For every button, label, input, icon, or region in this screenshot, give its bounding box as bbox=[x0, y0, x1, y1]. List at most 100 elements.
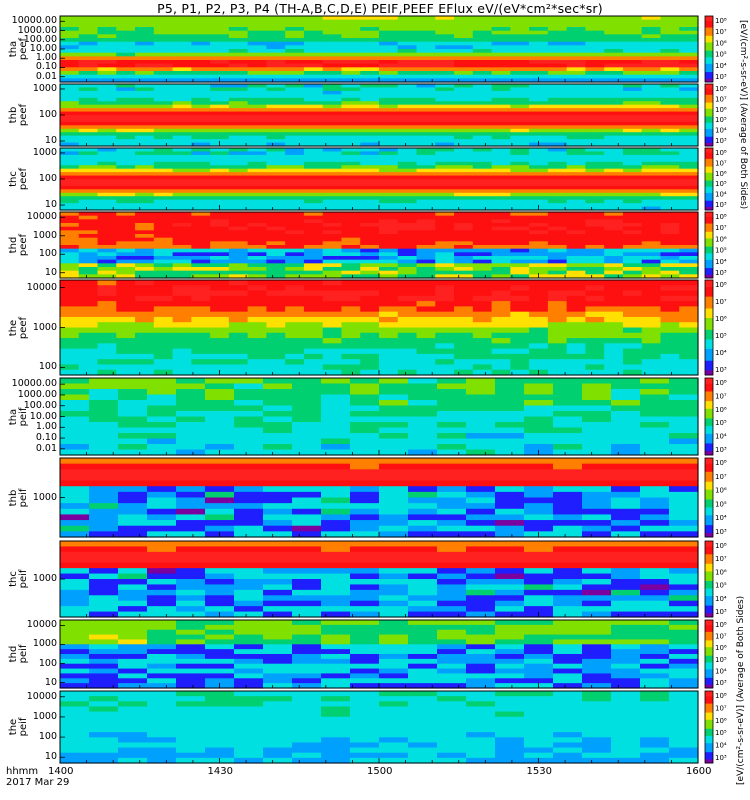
heatmap-cell bbox=[191, 104, 211, 109]
heatmap-cell bbox=[210, 285, 230, 292]
heatmap-cell bbox=[379, 458, 409, 465]
heatmap-cell bbox=[97, 168, 117, 173]
heatmap-cell bbox=[153, 139, 174, 144]
heatmap-cell bbox=[118, 486, 148, 493]
heatmap-cell bbox=[303, 45, 324, 50]
heatmap-cell bbox=[135, 74, 155, 79]
colorbar-tick-label: 10⁸ bbox=[715, 542, 727, 550]
heatmap-cell bbox=[89, 503, 119, 510]
heatmap-cell bbox=[641, 215, 662, 220]
heatmap-cell bbox=[89, 579, 119, 586]
heatmap-cell bbox=[435, 45, 455, 50]
heatmap-cell bbox=[285, 30, 305, 35]
heatmap-cell bbox=[585, 97, 605, 102]
heatmap-cell bbox=[510, 154, 530, 159]
heatmap-cell bbox=[379, 579, 409, 586]
heatmap-cell bbox=[491, 67, 511, 72]
heatmap-cell bbox=[435, 256, 455, 261]
heatmap-cell bbox=[611, 573, 641, 580]
heatmap-cell bbox=[321, 449, 351, 456]
heatmap-cell bbox=[566, 142, 587, 147]
heatmap-cell bbox=[341, 203, 361, 208]
heatmap-cell bbox=[604, 115, 624, 120]
heatmap-cell bbox=[454, 67, 474, 72]
heatmap-cell bbox=[566, 34, 587, 39]
heatmap-cell bbox=[263, 463, 293, 470]
heatmap-cell bbox=[547, 327, 568, 334]
heatmap-cell bbox=[247, 87, 268, 92]
heatmap-cell bbox=[147, 624, 177, 631]
heatmap-cell bbox=[397, 353, 418, 360]
heatmap-cell bbox=[322, 115, 343, 120]
colorbar-tick-label: 10⁶ bbox=[715, 406, 727, 414]
heatmap-cell bbox=[266, 192, 286, 197]
heatmap-cell bbox=[585, 338, 605, 344]
heatmap-cell bbox=[679, 280, 699, 286]
heatmap-cell bbox=[60, 573, 90, 580]
heatmap-cell bbox=[322, 41, 343, 46]
heatmap-cell bbox=[60, 189, 80, 194]
heatmap-cell bbox=[228, 172, 249, 177]
colorbar-cell bbox=[705, 645, 713, 648]
heatmap-cell bbox=[322, 165, 343, 170]
heatmap-cell bbox=[97, 71, 117, 76]
heatmap-cell bbox=[210, 267, 230, 272]
heatmap-cell bbox=[491, 226, 511, 231]
heatmap-cell bbox=[191, 219, 211, 224]
heatmap-cell bbox=[60, 259, 80, 264]
colorbar-cell bbox=[705, 32, 713, 35]
heatmap-cell bbox=[585, 34, 605, 39]
heatmap-cell bbox=[135, 230, 155, 235]
heatmap-cell bbox=[495, 663, 525, 670]
heatmap-cell bbox=[292, 525, 322, 532]
heatmap-cell bbox=[78, 16, 99, 21]
heatmap-cell bbox=[641, 139, 662, 144]
heatmap-cell bbox=[78, 316, 99, 323]
heatmap-cell bbox=[360, 230, 380, 235]
heatmap-cell bbox=[247, 206, 268, 211]
heatmap-cell bbox=[379, 182, 399, 187]
heatmap-cell bbox=[266, 248, 286, 253]
colorbar-cell bbox=[705, 358, 713, 362]
heatmap-cell bbox=[116, 49, 136, 54]
colorbar-tick-label: 10⁷ bbox=[715, 28, 727, 36]
heatmap-cell bbox=[116, 311, 136, 318]
heatmap-cell bbox=[341, 223, 361, 228]
heatmap-cell bbox=[234, 416, 264, 423]
heatmap-cell bbox=[360, 192, 380, 197]
heatmap-cell bbox=[303, 19, 324, 24]
heatmap-cell bbox=[660, 256, 680, 261]
heatmap-cell bbox=[510, 327, 530, 334]
heatmap-cell bbox=[585, 41, 605, 46]
colorbar-cell bbox=[705, 192, 713, 195]
heatmap-cell bbox=[97, 179, 117, 184]
colorbar-cell bbox=[705, 65, 713, 68]
heatmap-cell bbox=[118, 531, 148, 538]
heatmap-cell bbox=[360, 338, 380, 344]
heatmap-cell bbox=[97, 90, 117, 95]
heatmap-cell bbox=[408, 606, 438, 613]
heatmap-cell bbox=[172, 27, 192, 32]
heatmap-cell bbox=[379, 203, 399, 208]
heatmap-cell bbox=[491, 60, 511, 65]
heatmap-cell bbox=[435, 154, 455, 159]
heatmap-cell bbox=[153, 234, 174, 239]
colorbar-cell bbox=[705, 573, 713, 576]
heatmap-cell bbox=[191, 111, 211, 116]
heatmap-cell bbox=[437, 427, 467, 434]
heatmap-cell bbox=[350, 416, 380, 423]
heatmap-cell bbox=[78, 359, 99, 366]
heatmap-cell bbox=[547, 369, 568, 376]
heatmap-cell bbox=[210, 237, 230, 242]
heatmap-cell bbox=[78, 128, 99, 133]
heatmap-cell bbox=[285, 245, 305, 250]
heatmap-cell bbox=[266, 111, 286, 116]
heatmap-cell bbox=[491, 132, 511, 137]
colorbar-cell bbox=[705, 379, 713, 383]
heatmap-cell bbox=[135, 295, 155, 302]
colorbar-cell bbox=[705, 370, 713, 374]
heatmap-cell bbox=[660, 52, 680, 57]
heatmap-cell bbox=[322, 135, 343, 140]
heatmap-cell bbox=[582, 562, 612, 569]
heatmap-cell bbox=[341, 139, 361, 144]
